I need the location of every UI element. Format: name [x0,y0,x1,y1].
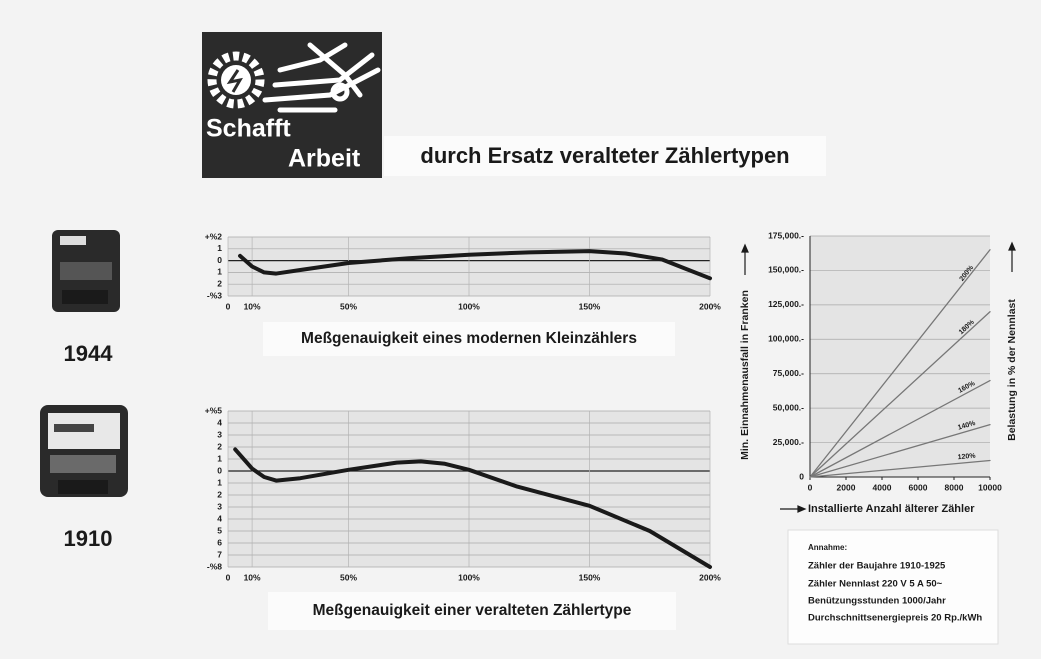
x-tick-label: 200% [699,301,721,311]
note-line: Durchschnittsenergiepreis 20 Rp./kWh [808,613,982,624]
y-tick-label: 6 [217,537,222,547]
y-tick-label: 7 [217,549,222,559]
y-tick-label: -%3 [207,290,222,300]
x-tick-label: 10% [244,572,261,582]
y-tick-label: 0 [799,471,804,481]
y-tick-label: -%8 [207,561,222,571]
y-tick-label: 25,000.- [773,437,804,447]
y-tick-label: 125,000.- [768,299,804,309]
y-tick-label: 3 [217,501,222,511]
x-tick-label: 10000 [978,482,1002,492]
title: durch Ersatz veralteter Zählertypen [420,143,789,168]
y-tick-label: +%2 [205,231,223,241]
y-tick-label: +%5 [205,405,223,415]
x-axis-label: Installierte Anzahl älterer Zähler [808,503,975,515]
note-line: Zähler der Baujahre 1910-1925 [808,561,946,572]
y-tick-label: 100,000.- [768,334,804,344]
y-tick-label: 4 [217,417,222,427]
meter-1910 [40,405,128,497]
y-tick-label: 1 [217,267,222,277]
y-tick-label: 5 [217,525,222,535]
x-tick-label: 150% [579,572,601,582]
x-tick-label: 0 [226,301,231,311]
year-label: 1910 [64,526,113,551]
y-tick-label: 3 [217,429,222,439]
x-tick-label: 10% [244,301,261,311]
x-tick-label: 50% [340,572,357,582]
y-tick-label: 1 [217,477,222,487]
x-tick-label: 100% [458,301,480,311]
y-tick-label: 0 [217,465,222,475]
y-tick-label: 1 [217,243,222,253]
logo-line2: Arbeit [288,145,361,173]
x-tick-label: 2000 [837,482,856,492]
poster: Schafft Arbeit durch Ersatz veralteter Z… [0,0,1041,659]
legend-title: Belastung in % der Nennlast [1006,299,1018,441]
note-line: Zähler Nennlast 220 V 5 A 50~ [808,579,943,590]
y-tick-label: 1 [217,453,222,463]
x-tick-label: 6000 [909,482,928,492]
x-tick-label: 50% [340,301,357,311]
meter-1944 [52,230,120,312]
x-tick-label: 100% [458,572,480,582]
x-tick-label: 0 [226,572,231,582]
note-heading: Annahme: [808,543,847,552]
y-tick-label: 150,000.- [768,265,804,275]
y-tick-label: 4 [217,513,222,523]
x-tick-label: 0 [808,482,813,492]
note-line: Benützungsstunden 1000/Jahr [808,596,946,607]
y-tick-label: 2 [217,278,222,288]
year-label: 1944 [64,341,114,366]
y-tick-label: 2 [217,489,222,499]
chart-title: Meßgenauigkeit einer veralteten Zählerty… [313,602,632,619]
x-tick-label: 8000 [945,482,964,492]
y-tick-label: 0 [217,255,222,265]
x-tick-label: 150% [579,301,601,311]
x-tick-label: 4000 [873,482,892,492]
y-tick-label: 50,000.- [773,402,804,412]
y-tick-label: 75,000.- [773,368,804,378]
y-tick-label: 175,000.- [768,230,804,240]
y-axis-label: Min. Einnahmenausfall in Franken [739,290,751,460]
y-tick-label: 2 [217,441,222,451]
logo-line1: Schafft [206,115,291,143]
x-tick-label: 200% [699,572,721,582]
chart-title: Meßgenauigkeit eines modernen Kleinzähle… [301,330,637,347]
